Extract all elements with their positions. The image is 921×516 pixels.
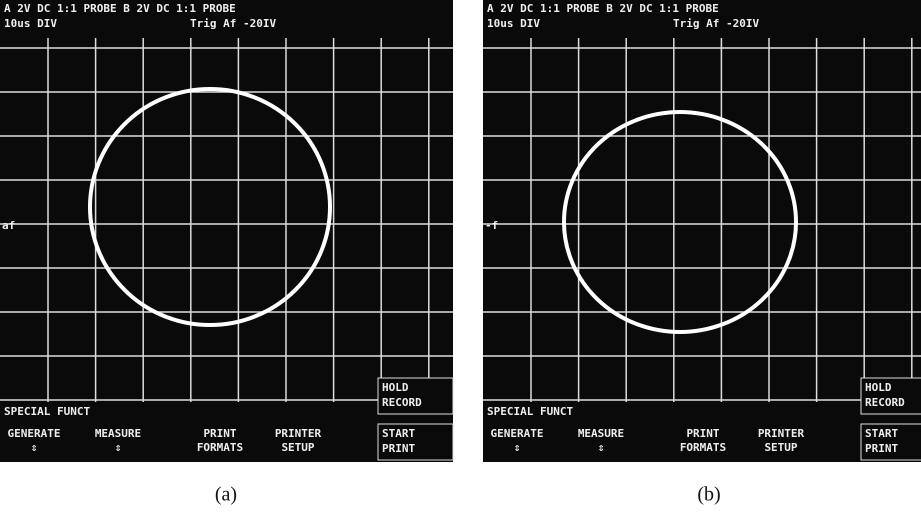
trigger: Trig Af -20IV: [673, 17, 759, 30]
header-text: A 2V DC 1:1 PROBE B 2V DC 1:1 PROBE: [487, 2, 719, 15]
side-button-label: HOLD: [382, 381, 409, 394]
side-button-label: START: [382, 427, 415, 440]
menu-item: GENERATE: [491, 427, 544, 440]
side-button-label: HOLD: [865, 381, 892, 394]
menu-item: PRINTER: [275, 427, 322, 440]
screen-background: [483, 0, 921, 462]
figure: A 2V DC 1:1 PROBE B 2V DC 1:1 PROBE 10us …: [0, 0, 921, 516]
function-label: SPECIAL FUNCT: [487, 405, 573, 418]
menu-item: SETUP: [764, 441, 797, 454]
function-label: SPECIAL FUNCT: [4, 405, 90, 418]
caption: (b): [697, 484, 720, 506]
side-button-label: START: [865, 427, 898, 440]
trigger-marker: -f: [485, 219, 498, 232]
side-button-label: RECORD: [382, 396, 422, 409]
scope-screen: A 2V DC 1:1 PROBE B 2V DC 1:1 PROBE 10us …: [483, 0, 921, 462]
trigger: Trig Af -20IV: [190, 17, 276, 30]
timebase: 10us DIV: [4, 17, 57, 30]
menu-item: ⇕: [31, 441, 38, 454]
menu-item: ⇕: [514, 441, 521, 454]
trigger-marker: af: [2, 219, 15, 232]
caption: (a): [215, 484, 237, 506]
menu-item: MEASURE: [95, 427, 141, 440]
header-text: A 2V DC 1:1 PROBE B 2V DC 1:1 PROBE: [4, 2, 236, 15]
menu-item: PRINTER: [758, 427, 805, 440]
side-button-label: PRINT: [865, 442, 898, 455]
menu-item: FORMATS: [197, 441, 243, 454]
side-button-label: RECORD: [865, 396, 905, 409]
menu-item: GENERATE: [8, 427, 61, 440]
menu-item: MEASURE: [578, 427, 624, 440]
scope-screen: A 2V DC 1:1 PROBE B 2V DC 1:1 PROBE 10us …: [0, 0, 453, 462]
menu-item: ⇕: [115, 441, 122, 454]
menu-item: SETUP: [281, 441, 314, 454]
menu-item: PRINT: [686, 427, 719, 440]
timebase: 10us DIV: [487, 17, 540, 30]
side-button-label: PRINT: [382, 442, 415, 455]
menu-item: PRINT: [203, 427, 236, 440]
menu-item: ⇕: [598, 441, 605, 454]
menu-item: FORMATS: [680, 441, 726, 454]
